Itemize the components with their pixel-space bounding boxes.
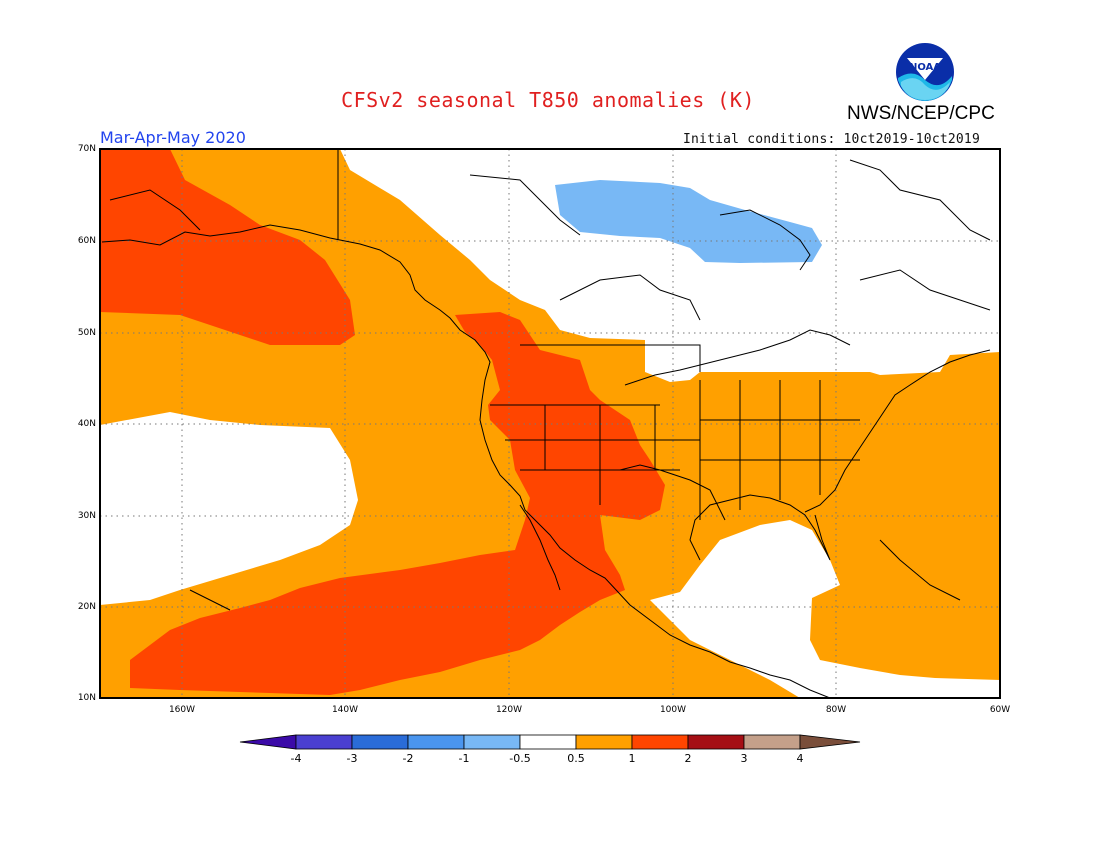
initial-conditions: Initial conditions: 10ct2019-10ct2019	[683, 132, 980, 147]
lat-label-20n: 20N	[77, 602, 96, 612]
lon-label-80w: 80W	[825, 705, 847, 715]
noaa-logo: NOAA	[893, 40, 957, 104]
neutral-region-pacific	[100, 412, 358, 605]
lat-label-40n: 40N	[77, 419, 96, 429]
colorbar-label: -3	[346, 752, 358, 765]
colorbar-swatch-n4-n3	[295, 734, 353, 750]
graticule	[100, 149, 1000, 698]
colorbar-swatch-2-3	[687, 734, 745, 750]
lat-label-50n: 50N	[77, 328, 96, 338]
colorbar-swatch-neutral	[519, 734, 577, 750]
lat-label-60n: 60N	[77, 236, 96, 246]
colorbar-swatch-n1-n05	[463, 734, 521, 750]
moderate-warm-region-west-us	[130, 312, 665, 695]
lon-label-140w: 140W	[331, 705, 359, 715]
map-title: CFSv2 seasonal T850 anomalies (K)	[341, 88, 755, 112]
coastlines	[101, 149, 991, 698]
colorbar-label: -0.5	[509, 752, 531, 765]
colorbar-label: -2	[402, 752, 414, 765]
lon-label-160w: 160W	[168, 705, 196, 715]
lat-label-70n: 70N	[77, 144, 96, 154]
agency-label: NWS/NCEP/CPC	[847, 103, 995, 124]
season-period: Mar-Apr-May 2020	[100, 128, 246, 147]
colorbar-swatch-n3-n2	[351, 734, 409, 750]
colorbar-swatch-05-1	[575, 734, 633, 750]
lat-label-10n: 10N	[77, 693, 96, 703]
weak-cold-region	[555, 180, 822, 263]
colorbar-label: 0.5	[567, 752, 585, 765]
colorbar	[239, 734, 861, 750]
moderate-warm-region-alaska	[100, 149, 355, 345]
neutral-region-gulf	[650, 520, 1000, 698]
colorbar-label: 2	[684, 752, 692, 765]
colorbar-label: -4	[290, 752, 302, 765]
colorbar-swatch-n2-n1	[407, 734, 465, 750]
map-frame	[99, 148, 1001, 699]
colorbar-label: 1	[628, 752, 636, 765]
lon-label-120w: 120W	[495, 705, 523, 715]
lon-label-60w: 60W	[989, 705, 1011, 715]
colorbar-swatch-1-2	[631, 734, 689, 750]
colorbar-label: -1	[458, 752, 470, 765]
lat-label-30n: 30N	[77, 511, 96, 521]
colorbar-label: 4	[796, 752, 804, 765]
svg-text:NOAA: NOAA	[909, 62, 941, 73]
lon-label-100w: 100W	[659, 705, 687, 715]
colorbar-label: 3	[740, 752, 748, 765]
neutral-region-canada	[340, 149, 1000, 382]
colorbar-swatch-3-4	[743, 734, 801, 750]
colorbar-swatch-lt-4	[239, 734, 297, 750]
colorbar-swatch-gt-4	[799, 734, 861, 750]
